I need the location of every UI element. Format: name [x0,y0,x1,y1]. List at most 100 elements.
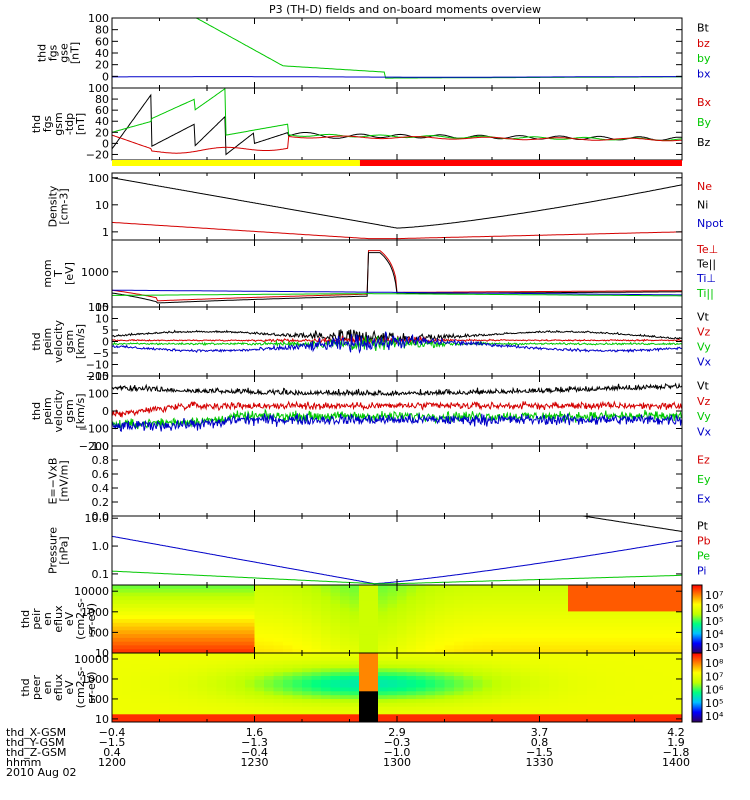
spectrogram-cell [245,706,256,712]
spectrogram-cell [283,706,294,712]
spectrogram-cell [549,718,560,722]
spectrogram-cell [463,656,474,662]
spectrogram-cell [463,710,474,715]
spectrogram-cell [444,645,455,650]
spectrogram-cell [178,714,189,719]
spectrogram-cell [530,622,541,628]
spectrogram-cell [302,596,313,601]
spectrogram-cell [501,653,512,658]
spectrogram-cell [254,603,265,609]
spectrogram-cell [539,649,550,653]
spectrogram-cell [406,649,417,653]
spectrogram-cell [644,588,655,594]
ytick-label: −20 [86,148,109,161]
spectrogram-cell [387,637,398,643]
spectrogram-cell [501,630,512,635]
spectrogram-cell [131,710,142,715]
spectrogram-cell [368,653,379,658]
spectrogram-cell [596,649,607,653]
legend-entry: Pb [697,535,711,548]
spectrogram-cell [330,619,341,624]
spectrogram-cell [131,637,142,643]
spectrogram-cell [435,592,446,597]
spectrogram-cell [596,592,607,597]
spectrogram-cell [606,649,617,653]
spectrogram-cell [653,668,664,673]
spectrogram-cell [302,664,313,669]
spectrogram-cell [112,679,123,685]
spectrogram-cell [577,699,588,704]
spectrogram-cell [321,687,332,692]
spectrogram-cell [482,588,493,594]
spectrogram-cell [615,718,626,722]
spectrogram-cell [140,718,151,722]
spectrogram-cell [549,622,560,628]
spectrogram-cell [416,714,427,719]
spectrogram-cell [615,615,626,620]
spectrogram-cell [663,664,674,669]
spectrogram-cell [596,622,607,628]
spectrogram-cell [501,637,512,643]
spectrogram-cell [530,653,541,658]
spectrogram-cell [463,676,474,681]
spectrogram-cell [606,596,617,601]
spectrogram-cell [530,702,541,708]
y-axis-label: fgs [41,115,54,132]
spectrogram-cell [425,687,436,692]
spectrogram-cell [558,706,569,712]
spectrogram-cell [387,645,398,650]
panel-ion-spectrogram: 10000100010010thdpeirenefluxeV(cm2-s-sr-… [19,584,724,660]
spectrogram-cell [653,588,664,594]
spectrogram-cell [425,622,436,628]
spectrogram-cell [207,596,218,601]
spectrogram-cell [150,611,161,616]
spectrogram-cell [131,607,142,613]
spectrogram-cell [273,603,284,609]
spectrogram-cell [634,637,645,643]
spectrogram-cell [197,691,208,696]
spectrogram-cell [254,668,265,673]
spectrogram-cell [264,679,275,685]
spectrogram-cell [444,687,455,692]
spectrogram-cell [140,679,151,685]
spectrogram-cell [226,626,237,631]
spectrogram-cell [530,710,541,715]
spectrogram-cell [283,637,294,643]
spectrogram-cell [150,653,161,658]
spectrogram-cell [159,622,170,628]
spectrogram-cell [245,626,256,631]
spectrogram-cell [178,695,189,700]
spectrogram-cell [568,710,579,715]
spectrogram-cell [359,585,370,590]
spectrogram-cell [368,626,379,631]
spectrogram-cell [558,718,569,722]
spectrogram-cell [264,706,275,712]
spectrogram-cell [473,626,484,631]
spectrogram-cell [188,645,199,650]
spectrogram-cell [435,683,446,689]
spectrogram-cell [406,706,417,712]
spectrogram-cell [454,603,465,609]
spectrogram-cell [416,588,427,594]
spectrogram-cell [397,699,408,704]
spectrogram-cell [216,619,227,624]
spectrogram-cell [330,592,341,597]
spectrogram-cell [150,672,161,677]
spectrogram-cell [596,683,607,689]
spectrogram-cell [568,619,579,624]
spectrogram-cell [663,615,674,620]
spectrogram-cell [321,695,332,700]
panel-frame [111,87,683,161]
spectrogram-cell [644,630,655,635]
spectrogram-cell [672,619,682,624]
spectrogram-cell [644,699,655,704]
spectrogram-cell [549,676,560,681]
spectrogram-cell [501,649,512,653]
spectrogram-cell [653,615,664,620]
spectrogram-cell [615,641,626,647]
y-axis-label: thd [19,678,32,696]
spectrogram-cell [425,626,436,631]
spectrogram-cell [568,615,579,620]
spectrogram-cell [330,630,341,635]
spectrogram-cell [473,706,484,712]
